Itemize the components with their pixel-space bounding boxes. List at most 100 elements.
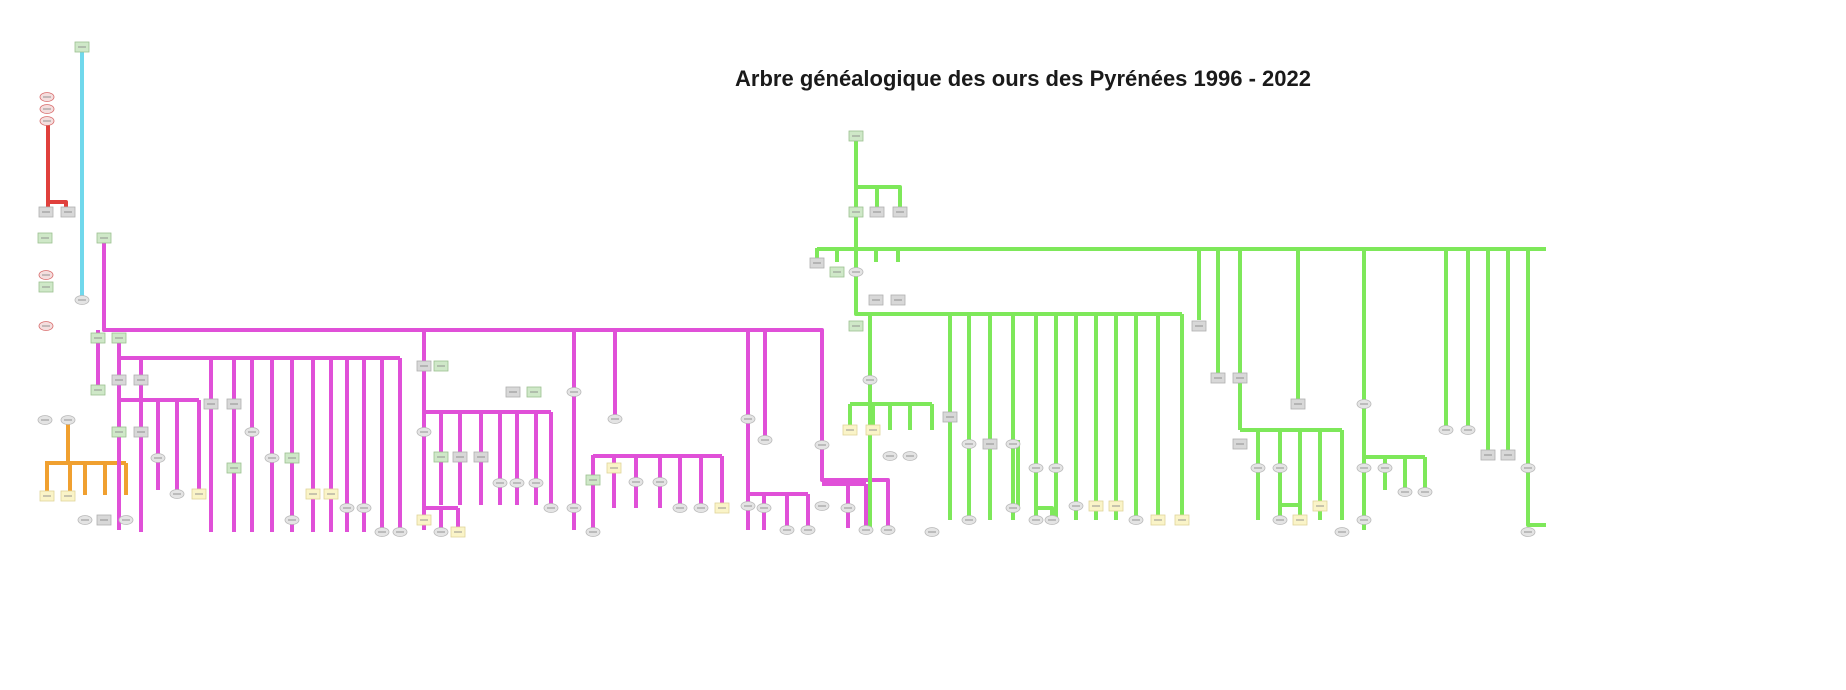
cub-bear-node [191,488,207,500]
female-bear-node [814,440,830,450]
female-bear-node [607,414,623,424]
family-link [1278,430,1302,520]
founder-bear-node [111,426,127,438]
female-bear-node [1460,425,1476,435]
female-bear-node [339,503,355,513]
male-bear-node [892,206,908,218]
founder-bear-node [848,320,864,332]
female-bear-node [77,515,93,525]
founder-bear-node [74,41,90,53]
female-bear-node [1520,527,1536,537]
female-bear-node [1044,515,1060,525]
imported-bear-node [39,92,55,102]
female-bear-node [1356,463,1372,473]
female-bear-node [392,527,408,537]
female-bear-node [672,503,688,513]
cub-bear-node [842,424,858,436]
male-bear-node [1210,372,1226,384]
orange-family [45,422,128,495]
female-bear-node [1005,439,1021,449]
female-bear-node [1028,463,1044,473]
female-bear-node [566,387,582,397]
female-bear-node [1438,425,1454,435]
male-bear-node [890,294,906,306]
female-bear-node [814,501,830,511]
female-bear-node [1334,527,1350,537]
female-bear-node [1520,463,1536,473]
founder-bear-node [226,462,242,474]
family-link [1526,248,1546,527]
family-link [856,185,902,210]
male-bear-node [226,398,242,410]
tree-title: Arbre généalogique des ours des Pyrénées… [735,66,1311,91]
female-bear-node [1272,463,1288,473]
cub-bear-node [305,488,321,500]
female-bear-node [961,515,977,525]
male-bear-node [38,206,54,218]
female-bear-node [118,515,134,525]
female-bear-node [433,527,449,537]
cub-bear-node [1174,514,1190,526]
male-bear-node [942,411,958,423]
cub-bear-node [1312,500,1328,512]
cub-bear-node [865,424,881,436]
male-bear-node [1232,438,1248,450]
cub-bear-node [416,514,432,526]
female-bear-node [1356,515,1372,525]
female-bear-node [902,451,918,461]
female-bear-node [264,453,280,463]
female-bear-node [492,478,508,488]
imported-bear-node [38,321,54,331]
female-bear-node [416,427,432,437]
female-bear-node [356,503,372,513]
founder-bear-node [96,232,112,244]
female-bear-node [1250,463,1266,473]
cub-bear-node [1088,500,1104,512]
female-bear-node [1397,487,1413,497]
magenta-family [96,240,890,532]
cub-bear-node [1292,514,1308,526]
male-bear-node [133,426,149,438]
female-bear-node [882,451,898,461]
female-bear-node [543,503,559,513]
imported-bear-node [39,116,55,126]
female-bear-node [740,414,756,424]
founder-bear-node [111,332,127,344]
founder-bear-node [526,386,542,398]
male-bear-node [1232,372,1248,384]
female-bear-node [1272,515,1288,525]
parent-child-links [45,50,1546,532]
family-link [102,240,890,528]
imported-bear-node [39,104,55,114]
founder-bear-node [585,474,601,486]
female-bear-node [961,439,977,449]
female-bear-node [693,503,709,513]
female-bear-node [528,478,544,488]
founder-bear-node [90,384,106,396]
cub-bear-node [1108,500,1124,512]
female-bear-node [1028,515,1044,525]
founder-bear-node [848,206,864,218]
cub-bear-node [1150,514,1166,526]
female-bear-node [779,525,795,535]
female-bear-node [1356,399,1372,409]
female-bear-node [880,525,896,535]
female-bear-node [1005,503,1021,513]
female-bear-node [924,527,940,537]
founder-bear-node [38,281,54,293]
female-bear-node [60,415,76,425]
male-bear-node [111,374,127,386]
male-bear-node [133,374,149,386]
male-bear-node [869,206,885,218]
founder-bear-node [90,332,106,344]
female-bear-node [37,415,53,425]
female-bear-node [509,478,525,488]
cub-bear-node [323,488,339,500]
female-bear-node [1128,515,1144,525]
female-bear-node [150,453,166,463]
founder-bear-node [37,232,53,244]
male-bear-node [60,206,76,218]
female-bear-node [284,515,300,525]
male-bear-node [96,514,112,526]
